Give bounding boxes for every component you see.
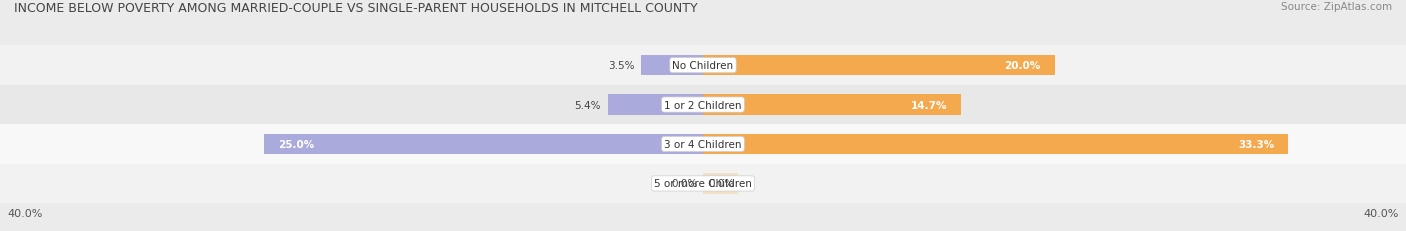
- Bar: [703, 134, 1288, 155]
- Bar: [0, 164, 1406, 203]
- Text: 3 or 4 Children: 3 or 4 Children: [664, 139, 742, 149]
- Text: 0.0%: 0.0%: [672, 179, 697, 189]
- Text: Source: ZipAtlas.com: Source: ZipAtlas.com: [1281, 2, 1392, 12]
- Text: 14.7%: 14.7%: [911, 100, 948, 110]
- Bar: [703, 173, 738, 194]
- Text: 33.3%: 33.3%: [1237, 139, 1274, 149]
- Text: 20.0%: 20.0%: [1004, 61, 1040, 71]
- Bar: [0, 46, 1406, 85]
- Bar: [703, 56, 1054, 76]
- Text: 0.0%: 0.0%: [709, 179, 734, 189]
- Text: 1 or 2 Children: 1 or 2 Children: [664, 100, 742, 110]
- Text: No Children: No Children: [672, 61, 734, 71]
- Text: 40.0%: 40.0%: [7, 208, 42, 218]
- Bar: [641, 56, 703, 76]
- Bar: [703, 95, 962, 115]
- Text: 25.0%: 25.0%: [278, 139, 314, 149]
- Bar: [0, 125, 1406, 164]
- Text: 40.0%: 40.0%: [1364, 208, 1399, 218]
- Text: INCOME BELOW POVERTY AMONG MARRIED-COUPLE VS SINGLE-PARENT HOUSEHOLDS IN MITCHEL: INCOME BELOW POVERTY AMONG MARRIED-COUPL…: [14, 2, 697, 15]
- Bar: [0, 85, 1406, 125]
- Text: 5.4%: 5.4%: [575, 100, 602, 110]
- Text: 3.5%: 3.5%: [607, 61, 634, 71]
- Bar: [264, 134, 703, 155]
- Bar: [609, 95, 703, 115]
- Text: 5 or more Children: 5 or more Children: [654, 179, 752, 189]
